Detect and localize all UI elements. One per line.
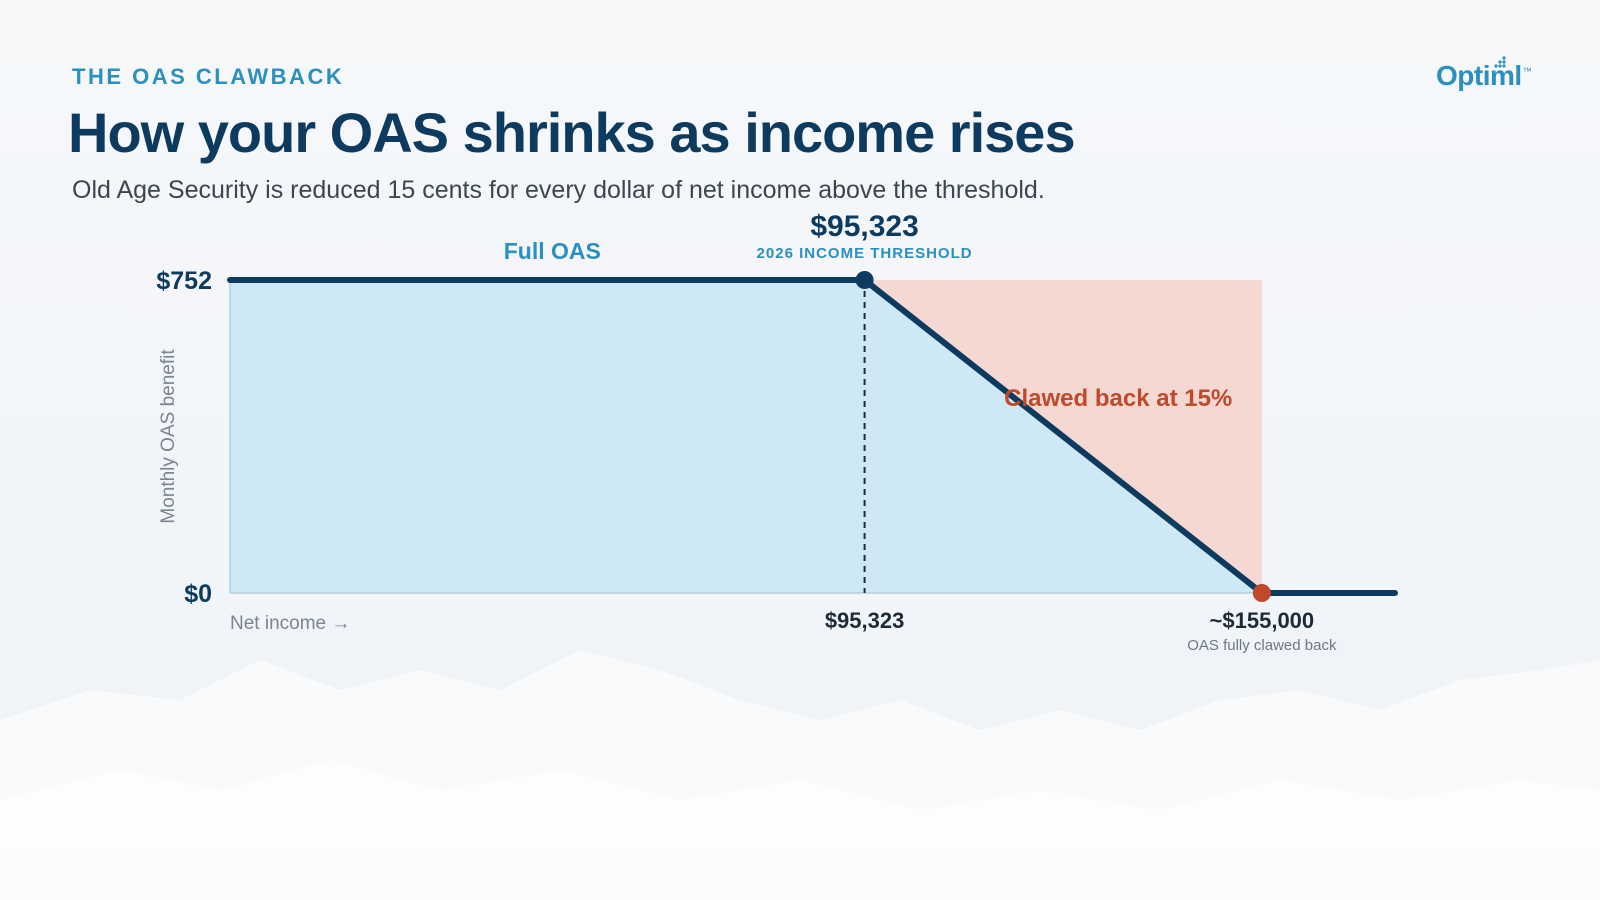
brand-logo: Optiml ™ <box>1436 56 1532 92</box>
y-tick-label-max: $752 <box>156 267 212 295</box>
clawback-annotation: Clawed back at 15% <box>1004 385 1232 412</box>
eyebrow-label: THE OAS CLAWBACK <box>72 64 345 89</box>
page-subtitle: Old Age Security is reduced 15 cents for… <box>72 176 1045 204</box>
threshold-value-label: $95,323 <box>810 210 918 243</box>
clawback-end-caption: OAS fully clawed back <box>1187 637 1337 654</box>
clawback-end-marker <box>1252 584 1271 602</box>
x-tick-label-threshold: $95,323 <box>825 608 905 633</box>
x-axis-label: Net income → <box>230 613 350 634</box>
threshold-caption: 2026 INCOME THRESHOLD <box>757 245 973 262</box>
benefit-line <box>227 277 1398 596</box>
y-axis-label: Monthly OAS benefit <box>158 349 179 524</box>
full-oas-annotation: Full OAS <box>504 238 601 264</box>
benefit-area <box>230 280 1262 593</box>
brand-trademark: ™ <box>1522 66 1532 76</box>
brand-name: Optiml <box>1436 60 1522 91</box>
y-tick-label-zero: $0 <box>184 580 212 608</box>
page-title: How your OAS shrinks as income rises <box>68 101 1076 164</box>
x-tick-label-end: ~$155,000 <box>1210 608 1315 633</box>
logo-dots-icon <box>1494 56 1506 68</box>
threshold-marker <box>855 271 874 289</box>
